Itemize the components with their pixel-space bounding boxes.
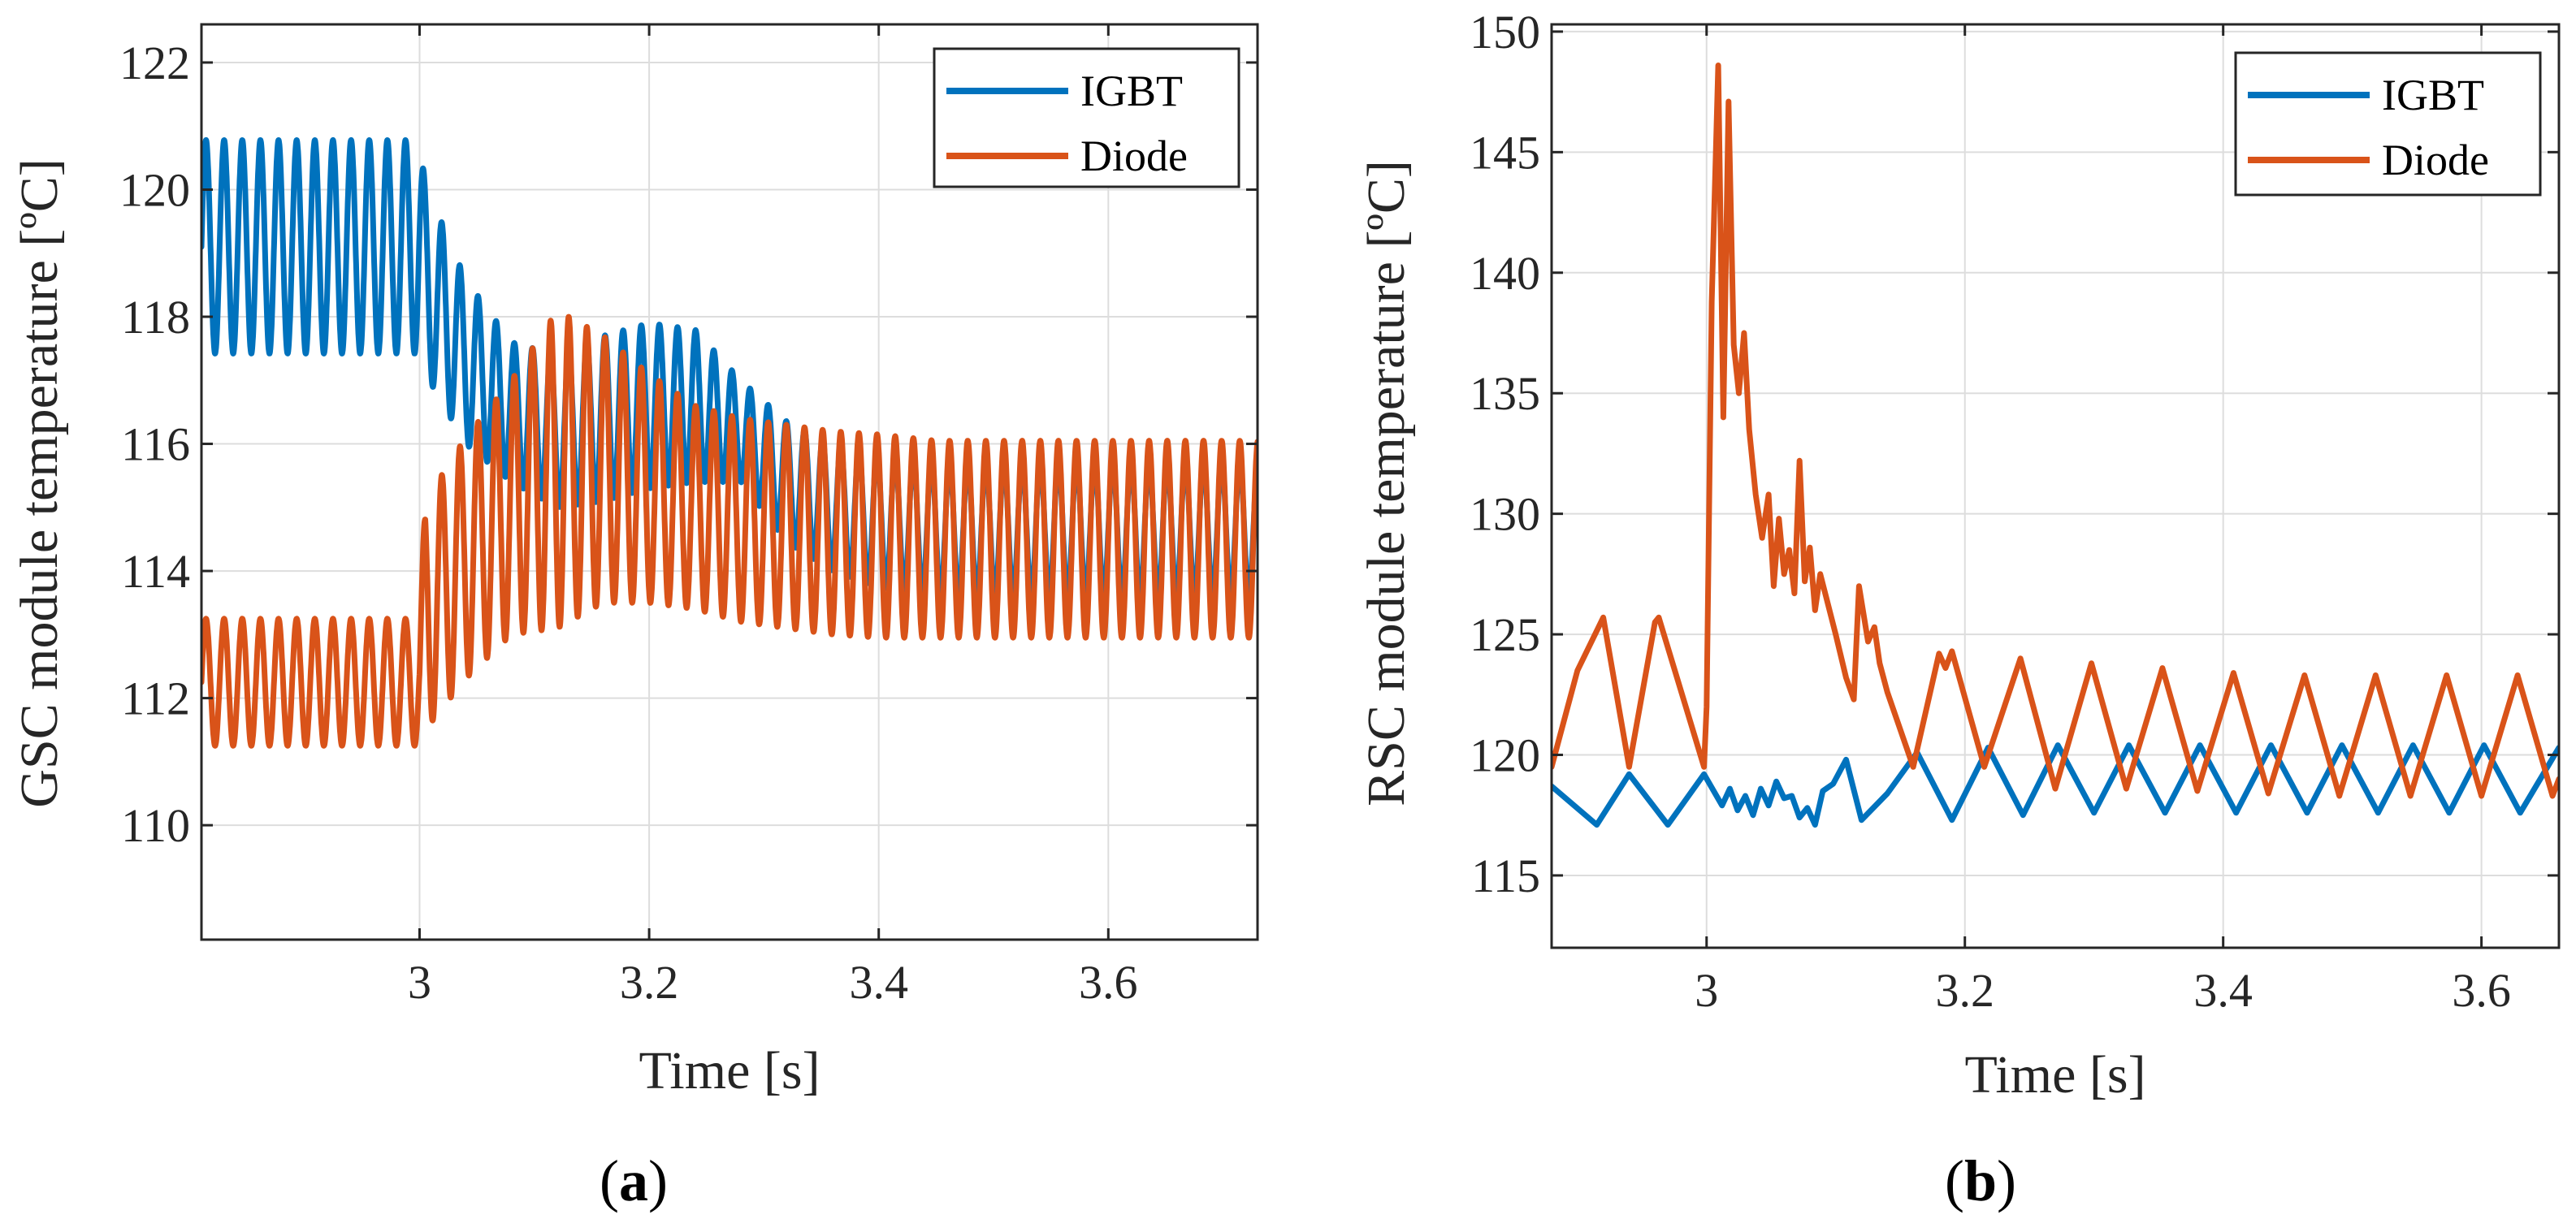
y-tick-label: 140 bbox=[1470, 247, 1540, 300]
legend-label-diode: Diode bbox=[2382, 136, 2489, 184]
x-axis-label: Time [s] bbox=[1964, 1045, 2145, 1104]
x-tick-label: 3 bbox=[408, 956, 431, 1009]
y-tick-label: 120 bbox=[1470, 729, 1540, 782]
y-axis-label: GSC module temperature [ºC] bbox=[10, 158, 69, 807]
series-line-igbt bbox=[1552, 742, 2559, 828]
x-tick-label: 3.4 bbox=[2193, 964, 2253, 1017]
axes-box bbox=[200, 23, 1259, 941]
panel-a: 3 3.2 3.4 3.6 110 112 114 116 118 120 122 Time [s] G… bbox=[10, 23, 1259, 1213]
x-tick-label: 3.2 bbox=[620, 956, 679, 1009]
legend-label-diode: Diode bbox=[1080, 132, 1188, 180]
panel-b: 3 3.2 3.4 3.6 115 120 125 130 135 140 145 150 Time [… bbox=[1357, 6, 2561, 1213]
x-tick-label: 3.4 bbox=[849, 956, 908, 1009]
series-line-diode bbox=[201, 313, 1258, 749]
legend bbox=[933, 47, 1240, 188]
x-tick-label: 3.6 bbox=[1079, 956, 1138, 1009]
legend-label-igbt: IGBT bbox=[1080, 67, 1183, 115]
legend-label-igbt: IGBT bbox=[2382, 71, 2484, 119]
y-tick-label: 150 bbox=[1470, 6, 1540, 58]
y-tick-label: 116 bbox=[121, 418, 190, 471]
x-tick-label: 3.2 bbox=[1935, 964, 1994, 1017]
legend bbox=[2234, 51, 2542, 197]
y-tick-label: 122 bbox=[119, 37, 190, 89]
y-tick-label: 112 bbox=[121, 672, 190, 725]
y-tick-label: 125 bbox=[1470, 608, 1540, 661]
y-axis-label: RSC module temperature [ºC] bbox=[1357, 160, 1416, 806]
y-tick-label: 145 bbox=[1470, 126, 1540, 179]
axes-box bbox=[1550, 23, 2561, 949]
y-tick-label: 115 bbox=[1471, 849, 1540, 902]
y-tick-label: 110 bbox=[121, 799, 190, 852]
y-tick-label: 114 bbox=[121, 545, 190, 598]
y-tick-label: 130 bbox=[1470, 488, 1540, 541]
series-line-diode bbox=[1552, 63, 2559, 799]
x-tick-label: 3 bbox=[1695, 964, 1718, 1017]
x-tick-label: 3.6 bbox=[2452, 964, 2511, 1017]
panel-label: (a) bbox=[600, 1148, 668, 1213]
y-tick-label: 135 bbox=[1470, 367, 1540, 420]
x-axis-label: Time [s] bbox=[639, 1041, 820, 1100]
y-tick-label: 120 bbox=[119, 163, 190, 216]
y-tick-label: 118 bbox=[121, 291, 190, 344]
panel-label: (b) bbox=[1945, 1148, 2016, 1213]
